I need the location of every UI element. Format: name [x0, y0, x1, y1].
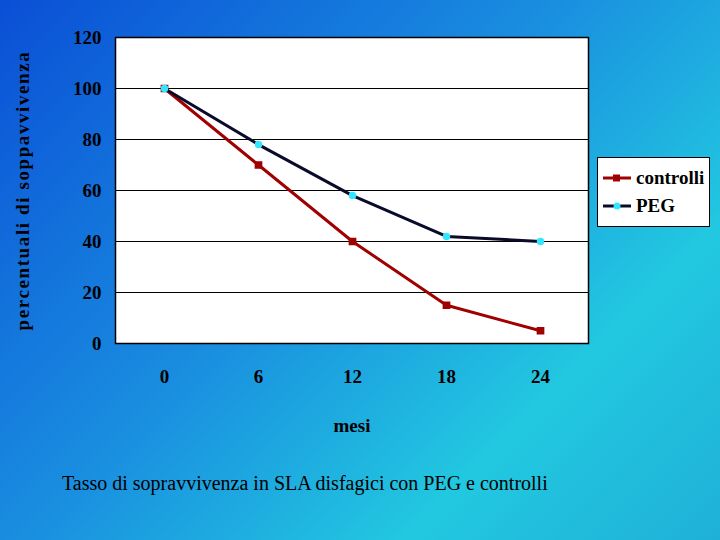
svg-text:60: 60: [83, 180, 102, 201]
svg-text:100: 100: [73, 78, 102, 99]
svg-text:18: 18: [437, 366, 456, 387]
svg-text:6: 6: [254, 366, 264, 387]
svg-text:0: 0: [92, 333, 102, 354]
svg-text:80: 80: [83, 129, 102, 150]
svg-text:mesi: mesi: [334, 415, 371, 436]
svg-text:percentuali di soppavvivenza: percentuali di soppavvivenza: [12, 51, 33, 331]
html-text:PEG: PEG: [636, 195, 676, 216]
svg-text:12: 12: [343, 366, 362, 387]
svg-text:120: 120: [73, 27, 102, 48]
svg-text:40: 40: [83, 231, 102, 252]
svg-text:0: 0: [160, 366, 170, 387]
svg-text:20: 20: [83, 282, 102, 303]
html-text:controlli: controlli: [636, 167, 705, 188]
html-text:Tasso di sopravvivenza in SLA: Tasso di sopravvivenza in SLA disfagici …: [62, 472, 548, 494]
svg-text:24: 24: [531, 366, 551, 387]
